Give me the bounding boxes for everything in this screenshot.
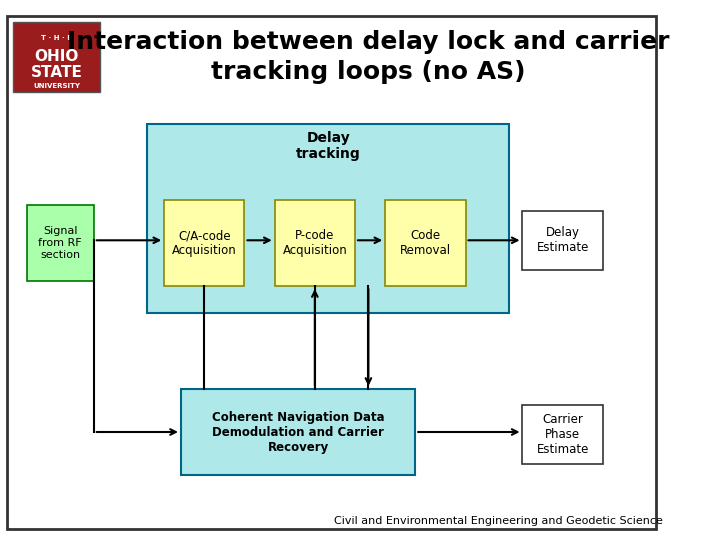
FancyBboxPatch shape [385, 200, 466, 286]
Text: STATE: STATE [31, 65, 83, 80]
FancyBboxPatch shape [27, 205, 94, 281]
Text: C/A-code
Acquisition: C/A-code Acquisition [172, 229, 237, 257]
FancyBboxPatch shape [148, 124, 509, 313]
FancyBboxPatch shape [14, 22, 101, 92]
Text: OHIO: OHIO [35, 49, 79, 64]
Text: T · H · E: T · H · E [42, 35, 73, 41]
Text: Code
Removal: Code Removal [400, 229, 451, 257]
Text: Delay
Estimate: Delay Estimate [536, 226, 589, 254]
FancyBboxPatch shape [523, 405, 603, 464]
Text: Coherent Navigation Data
Demodulation and Carrier
Recovery: Coherent Navigation Data Demodulation an… [212, 410, 384, 454]
Text: Signal
from RF
section: Signal from RF section [38, 226, 82, 260]
FancyBboxPatch shape [523, 211, 603, 270]
Text: UNIVERSITY: UNIVERSITY [33, 83, 81, 90]
FancyBboxPatch shape [181, 389, 415, 475]
Text: Interaction between delay lock and carrier
tracking loops (no AS): Interaction between delay lock and carri… [67, 30, 670, 84]
Text: Civil and Environmental Engineering and Geodetic Science: Civil and Environmental Engineering and … [334, 516, 663, 526]
Text: P-code
Acquisition: P-code Acquisition [282, 229, 347, 257]
FancyBboxPatch shape [274, 200, 355, 286]
Text: Delay
tracking: Delay tracking [296, 131, 361, 161]
Text: Carrier
Phase
Estimate: Carrier Phase Estimate [536, 413, 589, 456]
FancyBboxPatch shape [6, 16, 657, 529]
FancyBboxPatch shape [164, 200, 245, 286]
